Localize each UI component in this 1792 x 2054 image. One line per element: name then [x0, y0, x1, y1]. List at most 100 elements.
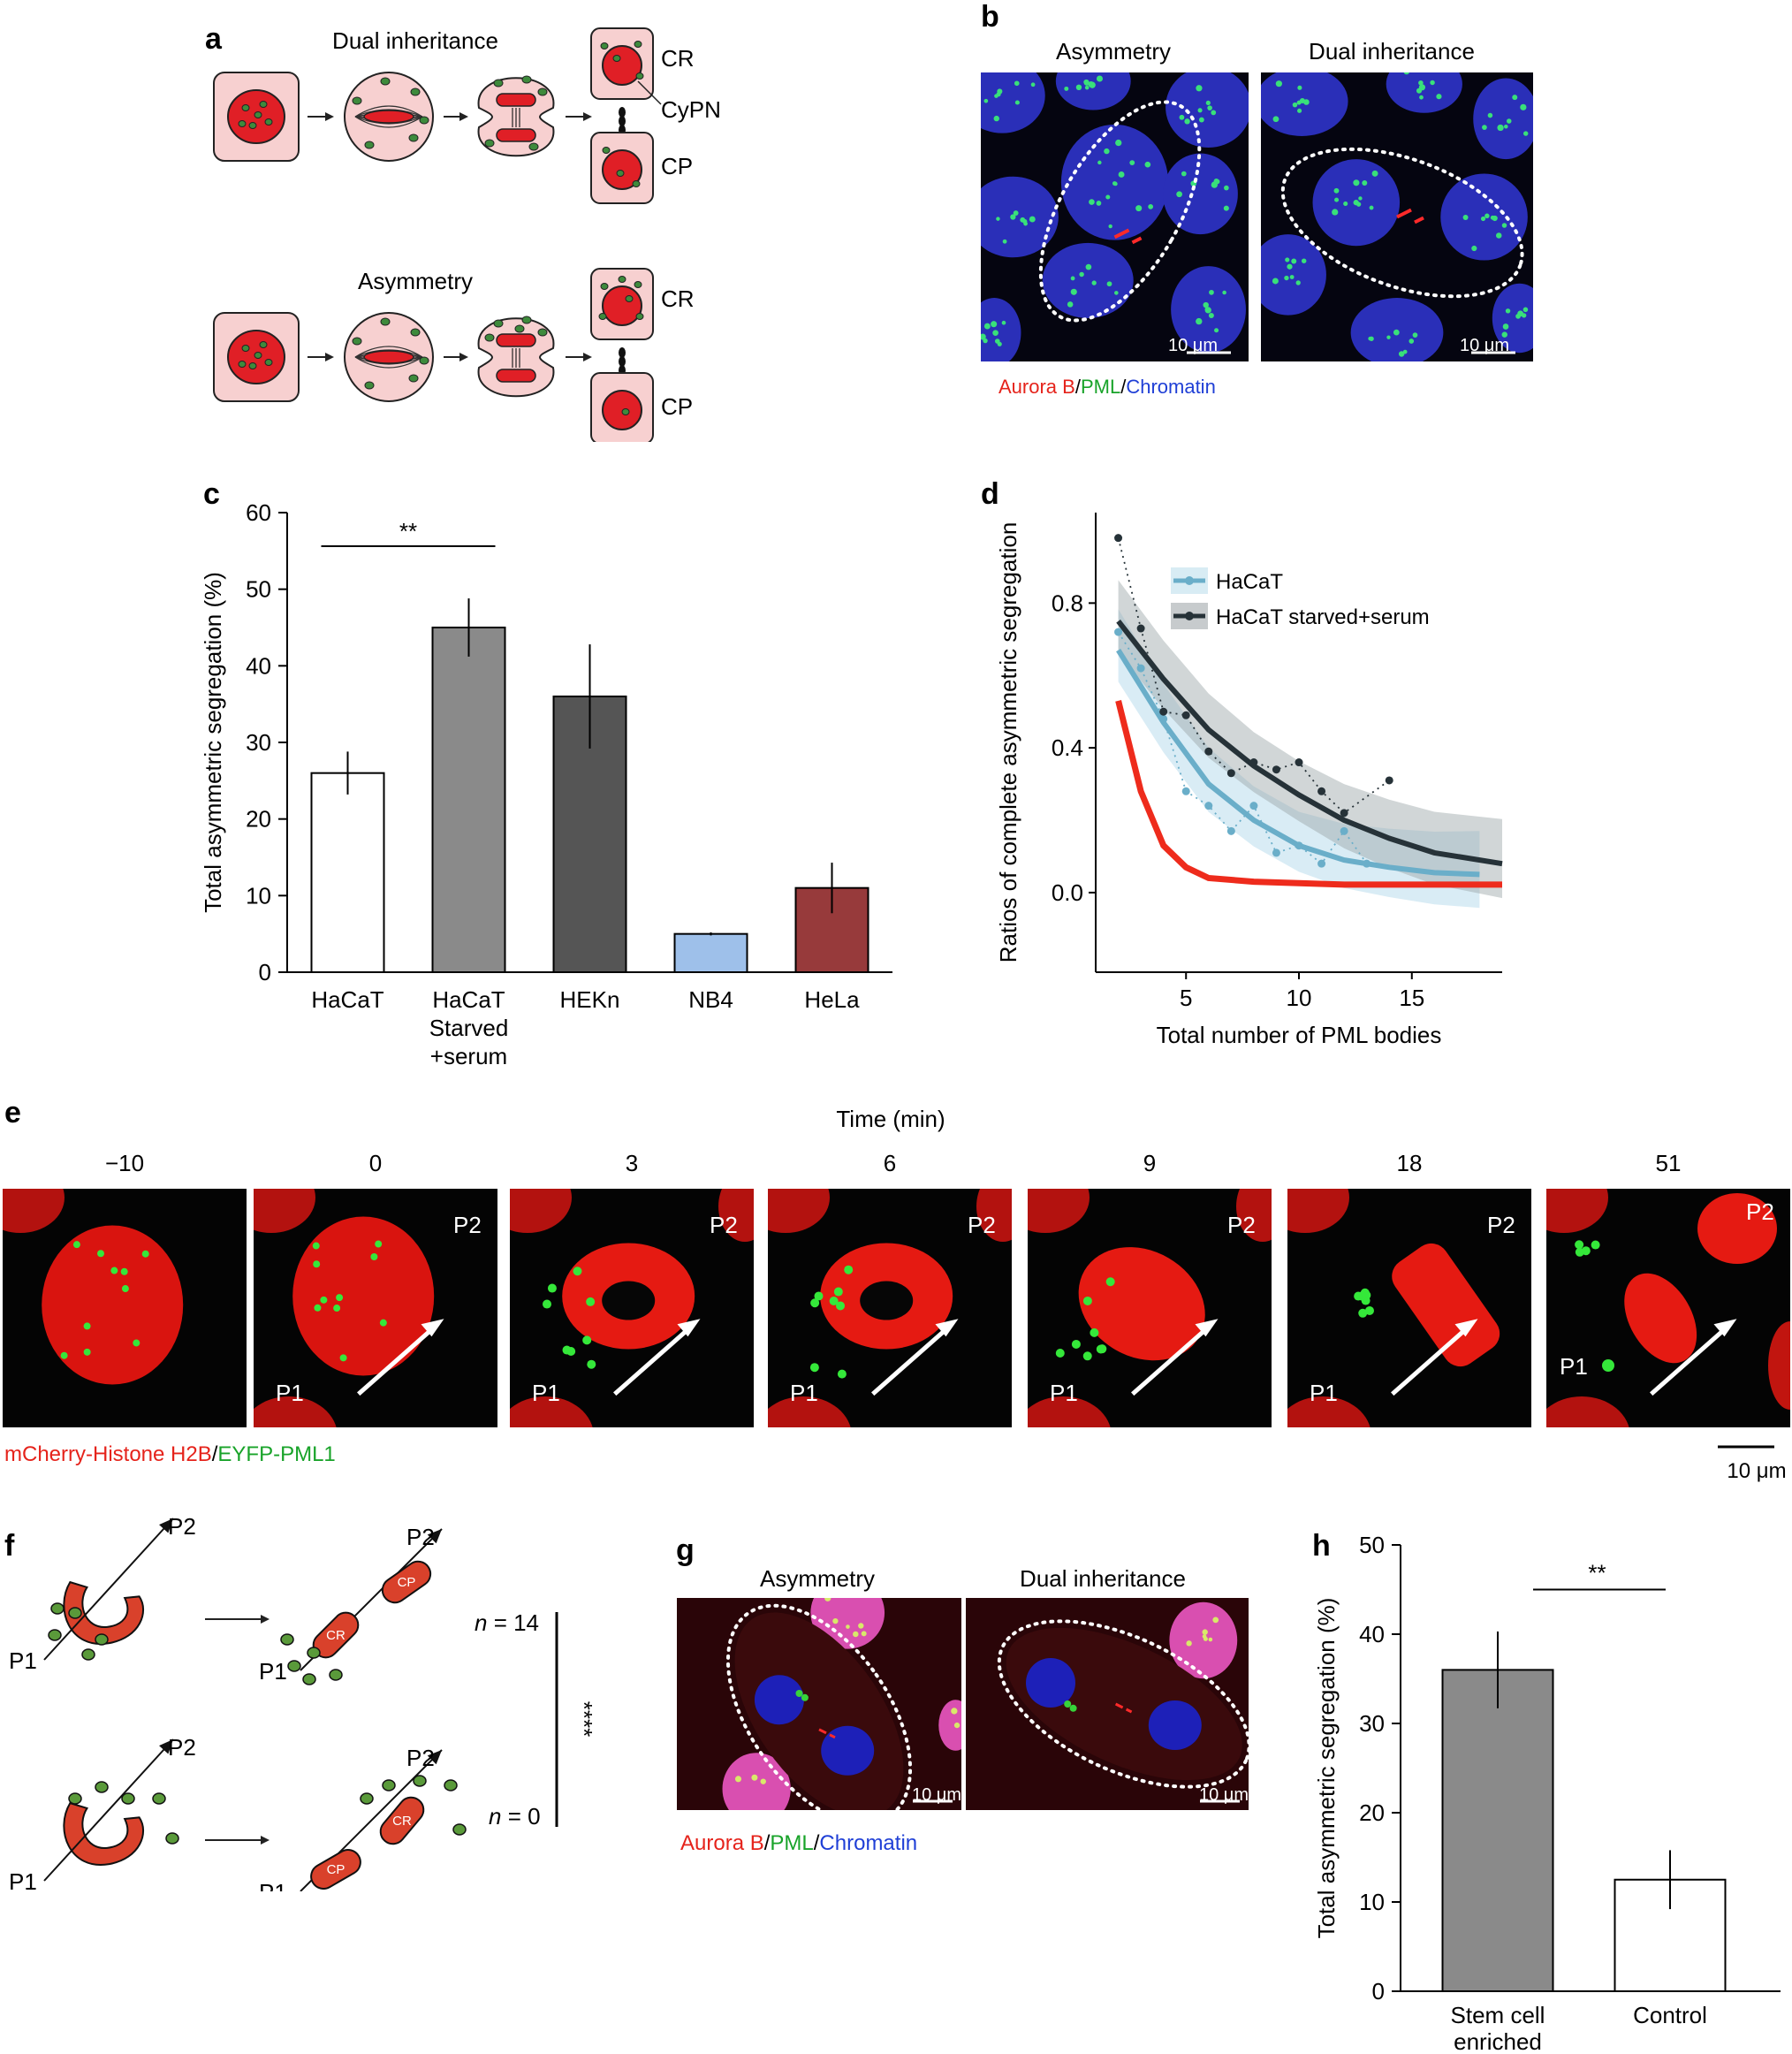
f-arrow-head [261, 1615, 270, 1624]
pml-dot [1108, 224, 1112, 229]
f-p2: P2 [168, 1734, 196, 1761]
daughter-chromatin [1697, 1193, 1777, 1264]
pml-dot [1343, 201, 1348, 207]
c-y-tick-label: 50 [246, 576, 271, 603]
pml-body [621, 408, 630, 415]
pml-dot [1186, 1640, 1192, 1647]
pml-dot [1198, 117, 1204, 123]
dashed-cell-outline [1038, 100, 1202, 323]
pml-dot [72, 1241, 80, 1249]
d-confidence-band-1 [1118, 580, 1502, 899]
pml-dot [1083, 79, 1090, 86]
pml-dot [81, 1648, 95, 1661]
pml-body [352, 337, 362, 346]
f-sig-label: **** [571, 1701, 597, 1737]
pml-dot [1014, 80, 1020, 87]
pml-dot [1096, 201, 1102, 206]
pml-dot [1471, 245, 1477, 252]
pml-dot [832, 1617, 839, 1624]
pml-dot [993, 115, 999, 122]
e-label-p2: P2 [453, 1212, 482, 1238]
pml-dot [121, 1285, 129, 1293]
pml-body [254, 352, 262, 359]
arrow-3-head [583, 353, 592, 361]
panel-h-bar-chart: h 0 10 20 30 40 50 Total asymmetric segregatio… [1312, 1529, 1781, 2054]
frame-content: P1 P2 [1287, 1189, 1531, 1427]
d-point-1-8 [1295, 758, 1303, 767]
pml-body [408, 133, 419, 142]
e-label-p2: P2 [1487, 1212, 1515, 1238]
pml-dot [141, 1250, 149, 1258]
neighbor-cell [1546, 1189, 1608, 1233]
d-point-0-10 [1340, 826, 1348, 835]
pml-body [254, 111, 262, 118]
pml-dot [1487, 112, 1493, 118]
pml-dot [810, 1298, 820, 1308]
chromatin-u [63, 1580, 144, 1645]
pml-dot [1091, 280, 1097, 285]
f-bottom-row: P1 P2 P1 P2 CP CR [9, 1734, 467, 1891]
pml-dot [1001, 320, 1006, 325]
pml-dot [379, 1319, 387, 1327]
pml-dot [1295, 280, 1301, 285]
pml-dot [1520, 103, 1527, 110]
pml-dot [1522, 307, 1529, 313]
pml-body [600, 42, 609, 49]
pml-dot [1203, 301, 1209, 308]
pml-dot [313, 1260, 321, 1268]
pml-dot [1416, 87, 1423, 94]
nucleus [1163, 153, 1238, 235]
pml-dot [1082, 1296, 1092, 1305]
pml-dot [1064, 86, 1069, 91]
label-cr-bottom: CR [661, 285, 695, 312]
b-legend: Aurora B/PML/Chromatin [999, 376, 1216, 398]
pml-dot [120, 1267, 128, 1275]
c-category-label: HEKn [560, 986, 620, 1013]
c-bar-3 [673, 932, 748, 974]
pml-dot [983, 323, 991, 330]
pml-dot [1222, 290, 1226, 295]
pml-dot [1129, 160, 1135, 166]
pml-dot [1287, 263, 1293, 270]
c-significance-label: ** [399, 518, 417, 544]
pml-dot [1113, 181, 1118, 186]
pml-dot [1197, 108, 1203, 113]
pml-dot [809, 1363, 819, 1373]
nucleus [292, 1216, 435, 1376]
pml-dot [1507, 118, 1512, 124]
pml-dot [280, 1633, 294, 1646]
pml-dot [1291, 258, 1297, 264]
pml-dot [1184, 118, 1190, 125]
pml-body [635, 72, 644, 80]
pml-dot [1502, 323, 1509, 330]
pml-body [514, 324, 525, 333]
panel-letter-c: c [203, 477, 220, 511]
pml-dot [582, 1335, 592, 1345]
pml-dot [1211, 181, 1219, 188]
pml-body [419, 116, 429, 125]
pml-dot [1403, 72, 1409, 75]
d-point-0-1 [1136, 664, 1145, 673]
pml-dot [996, 217, 1000, 221]
g-legend: Aurora B/PML/Chromatin [680, 1831, 917, 1855]
e-label-p2: P2 [1746, 1198, 1774, 1225]
pml-dot [1332, 209, 1339, 216]
axis-after-head [427, 1529, 442, 1544]
midbody [619, 347, 626, 358]
pml-body [484, 139, 495, 148]
image-content [966, 1598, 1249, 1810]
f-top-row: P1 P2 P1 P2 CR CP [9, 1513, 443, 1685]
d-y-tick-label: 0.8 [1052, 590, 1083, 616]
spindle-fiber [354, 116, 423, 125]
chromatin-upper [496, 333, 536, 347]
pml-dot [1208, 312, 1214, 318]
pml-dot [751, 1774, 758, 1781]
panel-d-scatter-chart: d 0.0 0.4 0.8 5 10 15 Total number of PML bodi… [981, 477, 1503, 1048]
pml-dot [1301, 258, 1307, 263]
c-y-tick-label: 10 [246, 882, 271, 909]
pml-dot [121, 1792, 135, 1805]
pml-body [528, 142, 539, 151]
d-dotted-trend-1 [1117, 537, 1390, 814]
pml-dot [1205, 100, 1211, 106]
e-time-label: Time (min) [836, 1106, 945, 1132]
